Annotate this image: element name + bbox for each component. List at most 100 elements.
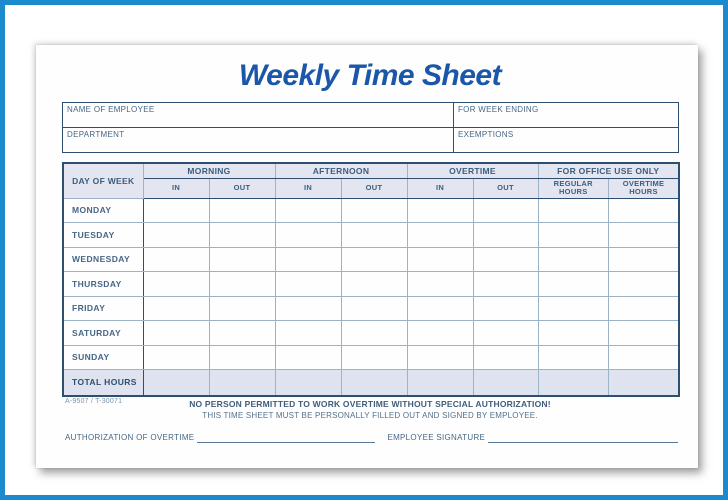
time-entry-cell[interactable] <box>340 295 408 321</box>
total-cell[interactable] <box>340 369 408 396</box>
day-label: TUESDAY <box>62 222 144 248</box>
hours-entry-cell[interactable] <box>608 271 680 297</box>
table-row: SUNDAY <box>62 344 680 370</box>
hours-entry-cell[interactable] <box>608 295 680 321</box>
notice-line-2: THIS TIME SHEET MUST BE PERSONALLY FILLE… <box>202 410 538 420</box>
employee-info-table: NAME OF EMPLOYEE FOR WEEK ENDING DEPARTM… <box>62 102 679 153</box>
time-entry-cell[interactable] <box>406 246 474 272</box>
total-cell[interactable] <box>608 369 680 396</box>
name-of-employee-field[interactable]: NAME OF EMPLOYEE <box>62 102 454 128</box>
hours-entry-cell[interactable] <box>537 271 610 297</box>
form-number: A-9507 / T-30071 <box>65 398 123 405</box>
morning-group-header: MORNING <box>142 162 276 179</box>
table-row: MONDAY <box>62 197 680 223</box>
table-row: SATURDAY <box>62 320 680 346</box>
total-cell[interactable] <box>472 369 539 396</box>
time-entry-cell[interactable] <box>208 320 276 346</box>
time-entry-cell[interactable] <box>340 246 408 272</box>
employee-signature-line[interactable] <box>488 433 678 443</box>
afternoon-group-header: AFTERNOON <box>274 162 408 179</box>
table-row: WEDNESDAY <box>62 246 680 272</box>
afternoon-in-header: IN <box>274 177 342 199</box>
time-entry-cell[interactable] <box>274 271 342 297</box>
authorization-of-overtime-label: AUTHORIZATION OF OVERTIME <box>65 433 195 442</box>
day-of-week-header: DAY OF WEEK <box>62 162 144 199</box>
time-entry-cell[interactable] <box>274 246 342 272</box>
total-cell[interactable] <box>537 369 610 396</box>
day-label: THURSDAY <box>62 271 144 297</box>
time-entry-cell[interactable] <box>472 295 539 321</box>
morning-out-header: OUT <box>208 177 276 199</box>
overtime-hours-header: OVERTIME HOURS <box>608 177 680 199</box>
time-entry-cell[interactable] <box>472 344 539 370</box>
time-entry-cell[interactable] <box>340 222 408 248</box>
total-cell[interactable] <box>142 369 210 396</box>
total-cell[interactable] <box>208 369 276 396</box>
hours-entry-cell[interactable] <box>537 197 610 223</box>
signature-row: AUTHORIZATION OF OVERTIME EMPLOYEE SIGNA… <box>65 433 678 443</box>
time-entry-cell[interactable] <box>208 295 276 321</box>
hours-entry-cell[interactable] <box>608 246 680 272</box>
afternoon-out-header: OUT <box>340 177 408 199</box>
hours-entry-cell[interactable] <box>537 246 610 272</box>
hours-entry-cell[interactable] <box>537 295 610 321</box>
time-entry-cell[interactable] <box>472 246 539 272</box>
hours-entry-cell[interactable] <box>608 320 680 346</box>
hours-entry-cell[interactable] <box>537 222 610 248</box>
timesheet-paper: Weekly Time Sheet NAME OF EMPLOYEE FOR W… <box>36 45 698 468</box>
hours-entry-cell[interactable] <box>537 320 610 346</box>
exemptions-field[interactable]: EXEMPTIONS <box>453 127 679 153</box>
time-entry-cell[interactable] <box>472 320 539 346</box>
time-entry-cell[interactable] <box>274 222 342 248</box>
week-ending-field[interactable]: FOR WEEK ENDING <box>453 102 679 128</box>
total-cell[interactable] <box>406 369 474 396</box>
page-title: Weekly Time Sheet <box>238 59 502 92</box>
total-cell[interactable] <box>274 369 342 396</box>
time-entry-cell[interactable] <box>142 197 210 223</box>
time-entry-cell[interactable] <box>274 295 342 321</box>
week-ending-label: FOR WEEK ENDING <box>458 105 539 114</box>
time-entry-cell[interactable] <box>142 222 210 248</box>
time-entry-cell[interactable] <box>472 222 539 248</box>
time-entry-cell[interactable] <box>142 271 210 297</box>
time-entry-cell[interactable] <box>406 222 474 248</box>
day-label: WEDNESDAY <box>62 246 144 272</box>
time-entry-cell[interactable] <box>208 222 276 248</box>
time-entry-cell[interactable] <box>208 344 276 370</box>
time-entry-cell[interactable] <box>274 344 342 370</box>
exemptions-label: EXEMPTIONS <box>458 130 514 139</box>
hours-entry-cell[interactable] <box>608 197 680 223</box>
time-entry-cell[interactable] <box>274 197 342 223</box>
time-entry-cell[interactable] <box>340 197 408 223</box>
time-entry-cell[interactable] <box>208 246 276 272</box>
total-hours-row: TOTAL HOURS <box>62 369 680 396</box>
time-entry-cell[interactable] <box>406 295 474 321</box>
time-entry-cell[interactable] <box>142 320 210 346</box>
time-entry-cell[interactable] <box>142 344 210 370</box>
time-entry-cell[interactable] <box>340 320 408 346</box>
time-entry-cell[interactable] <box>142 295 210 321</box>
overtime-notice: NO PERSON PERMITTED TO WORK OVERTIME WIT… <box>62 399 678 420</box>
time-entry-cell[interactable] <box>340 344 408 370</box>
time-entry-cell[interactable] <box>406 271 474 297</box>
day-label: SUNDAY <box>62 344 144 370</box>
employee-signature-label: EMPLOYEE SIGNATURE <box>387 433 486 442</box>
time-entry-cell[interactable] <box>406 320 474 346</box>
time-entry-cell[interactable] <box>274 320 342 346</box>
overtime-in-header: IN <box>406 177 474 199</box>
time-entry-cell[interactable] <box>472 271 539 297</box>
hours-entry-cell[interactable] <box>608 222 680 248</box>
time-entry-cell[interactable] <box>340 271 408 297</box>
time-entry-cell[interactable] <box>406 197 474 223</box>
hours-entry-cell[interactable] <box>608 344 680 370</box>
time-entry-cell[interactable] <box>472 197 539 223</box>
time-entry-cell[interactable] <box>142 246 210 272</box>
time-entry-cell[interactable] <box>406 344 474 370</box>
department-field[interactable]: DEPARTMENT <box>62 127 454 153</box>
time-entry-cell[interactable] <box>208 197 276 223</box>
hours-entry-cell[interactable] <box>537 344 610 370</box>
time-entry-cell[interactable] <box>208 271 276 297</box>
authorization-signature-line[interactable] <box>197 433 376 443</box>
notice-line-1: NO PERSON PERMITTED TO WORK OVERTIME WIT… <box>189 399 551 409</box>
